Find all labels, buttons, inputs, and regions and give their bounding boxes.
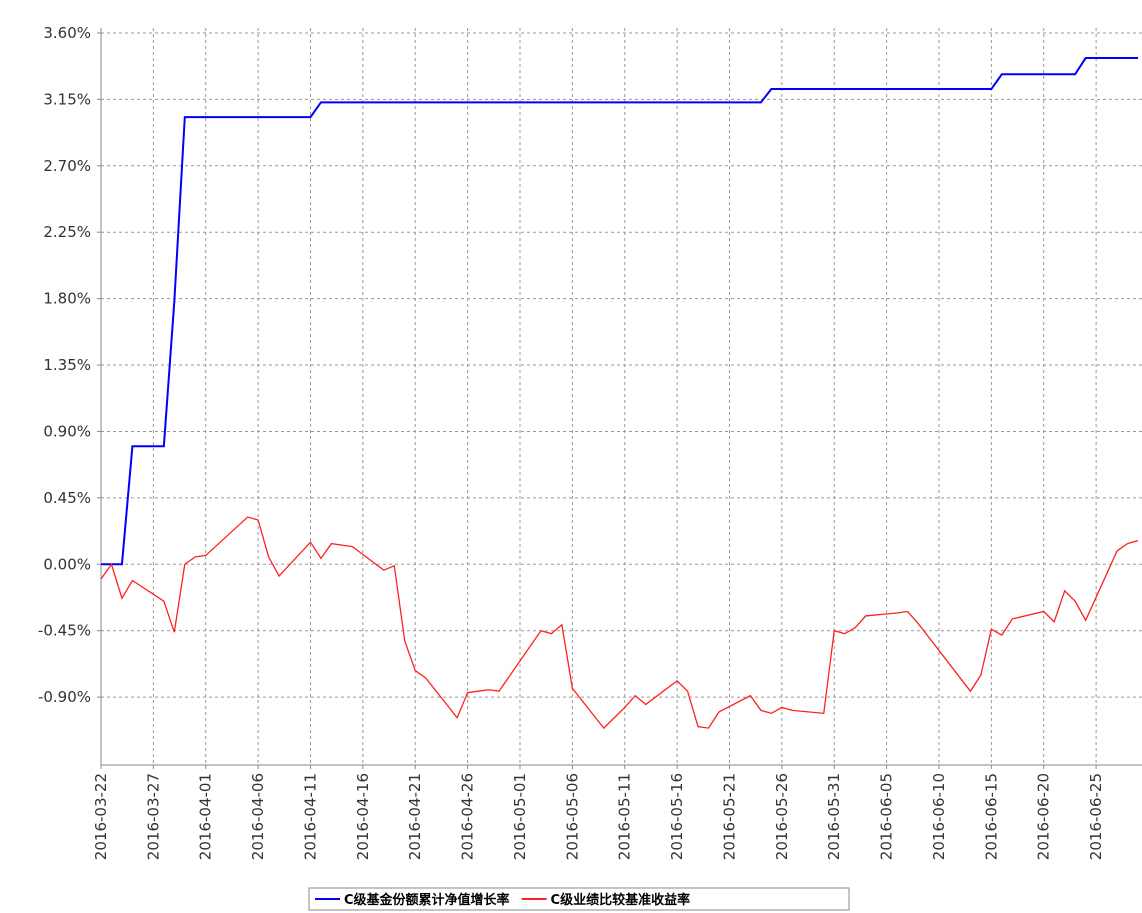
x-tick-label: 2016-05-26 (773, 773, 791, 860)
x-tick-label: 2016-06-20 (1035, 773, 1053, 860)
x-tick-label: 2016-04-06 (249, 773, 267, 860)
x-tick-label: 2016-05-11 (616, 773, 634, 860)
x-tick-label: 2016-04-21 (406, 773, 424, 860)
y-tick-label: -0.45% (38, 622, 91, 640)
x-tick-label: 2016-04-16 (354, 773, 372, 860)
x-tick-label: 2016-03-27 (144, 773, 162, 860)
legend-label: C级业绩比较基准收益率 (551, 892, 691, 908)
y-tick-label: 2.25% (43, 223, 91, 241)
legend-label: C级基金份额累计净值增长率 (344, 892, 510, 908)
x-tick-label: 2016-06-15 (982, 773, 1000, 860)
y-tick-label: 3.60% (43, 24, 91, 42)
series-line (101, 57, 1138, 566)
x-tick-label: 2016-05-31 (825, 773, 843, 860)
y-tick-label: 0.90% (43, 422, 91, 440)
x-tick-label: 2016-04-26 (459, 773, 477, 860)
y-tick-label: -0.90% (38, 688, 91, 706)
y-tick-label: 1.35% (43, 356, 91, 374)
x-tick-label: 2016-04-11 (301, 773, 319, 860)
legend: C级基金份额累计净值增长率 C级业绩比较基准收益率 (308, 887, 850, 911)
x-tick-label: 2016-06-05 (878, 773, 896, 860)
x-tick-label: 2016-03-22 (92, 773, 110, 860)
x-tick-label: 2016-05-06 (563, 773, 581, 860)
y-tick-label: 0.45% (43, 489, 91, 507)
y-tick-label: 0.00% (43, 555, 91, 573)
x-tick-label: 2016-05-01 (511, 773, 529, 860)
y-tick-label: 3.15% (43, 90, 91, 108)
y-tick-label: 1.80% (43, 290, 91, 308)
x-tick-label: 2016-05-16 (668, 773, 686, 860)
x-tick-label: 2016-05-21 (720, 773, 738, 860)
legend-box (308, 887, 850, 911)
x-tick-label: 2016-06-25 (1087, 773, 1105, 860)
series-line (100, 516, 1139, 730)
y-tick-label: 2.70% (43, 157, 91, 175)
x-tick-label: 2016-06-10 (930, 773, 948, 860)
x-tick-label: 2016-04-01 (197, 773, 215, 860)
